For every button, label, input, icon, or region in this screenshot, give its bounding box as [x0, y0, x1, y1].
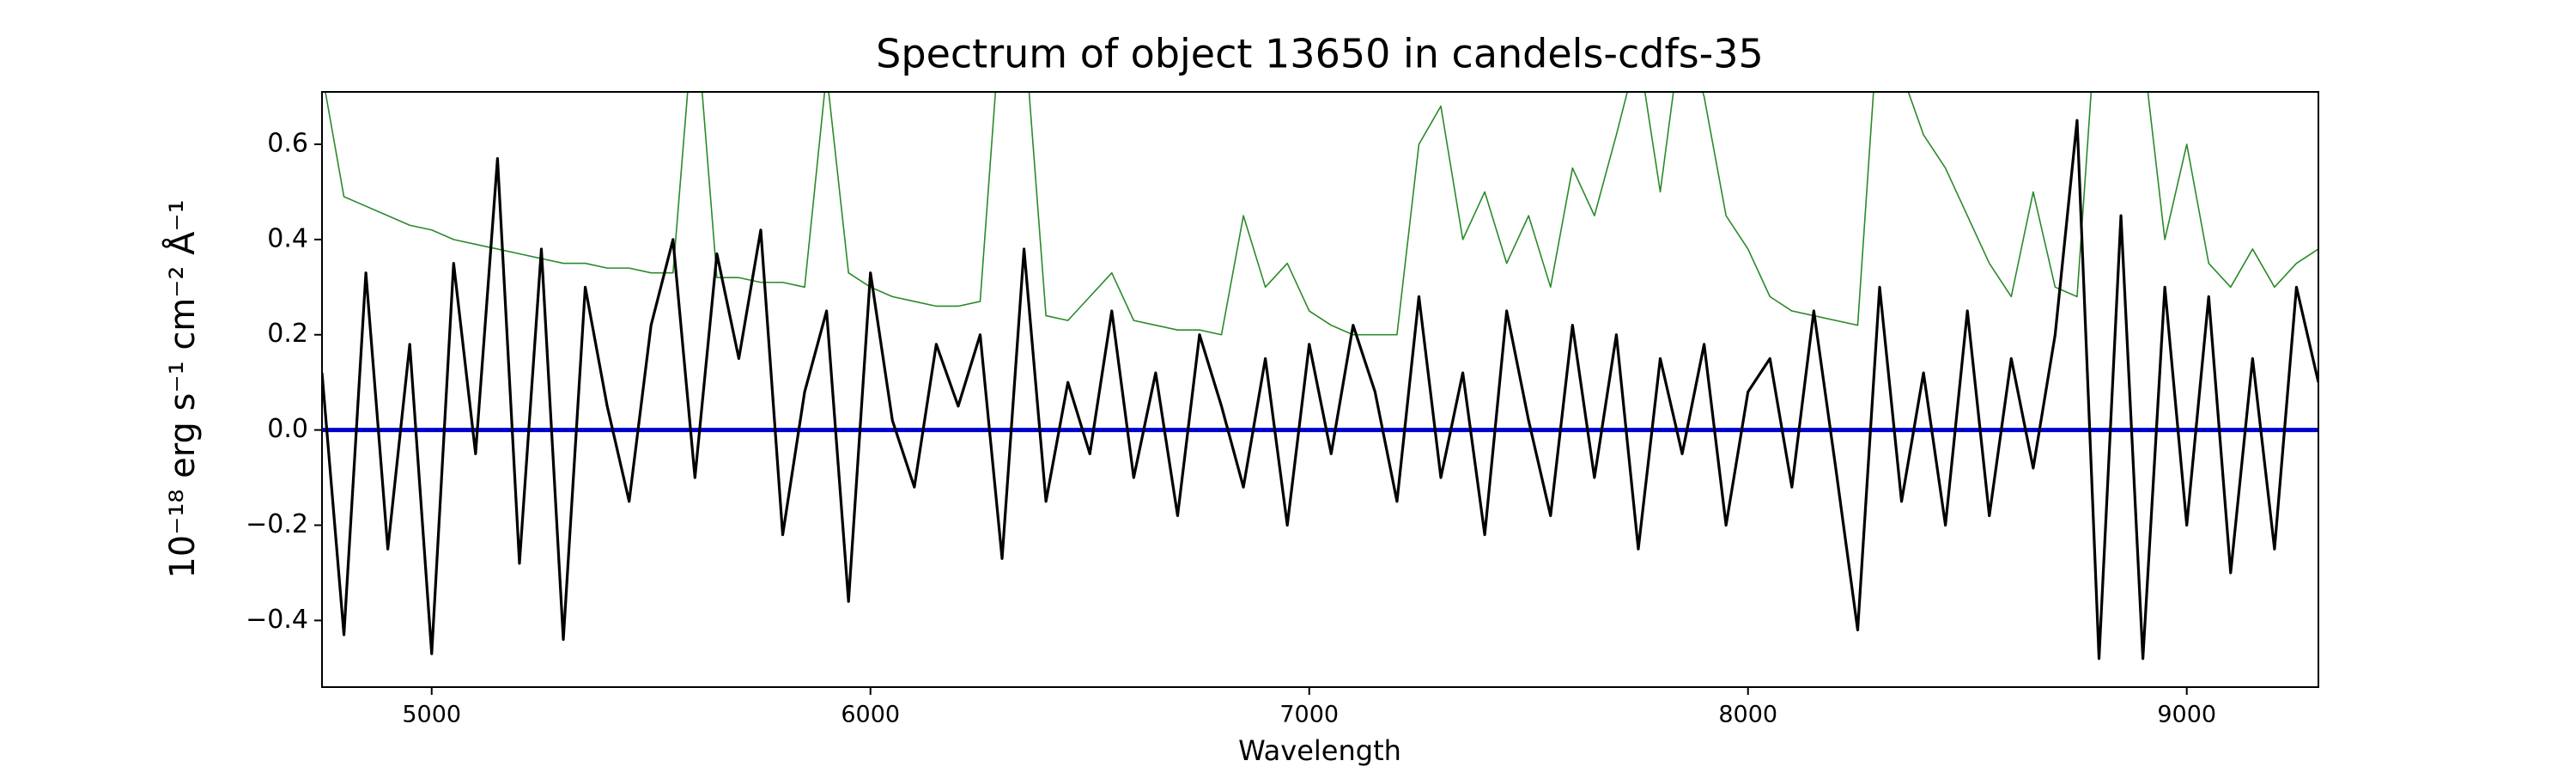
chart-title: Spectrum of object 13650 in candels-cdfs…: [876, 31, 1764, 77]
y-axis-label: 10⁻¹⁸ erg s⁻¹ cm⁻² Å⁻¹: [161, 199, 203, 578]
y-tick-label: −0.4: [246, 605, 308, 635]
x-tick-label: 6000: [841, 702, 900, 728]
x-axis-label: Wavelength: [1238, 734, 1401, 767]
y-tick-label: 0.6: [267, 128, 308, 158]
y-tick-label: 0.4: [267, 223, 308, 253]
x-tick-label: 5000: [402, 702, 461, 728]
y-tick-label: −0.2: [246, 509, 308, 539]
x-tick-label: 8000: [1718, 702, 1777, 728]
spectrum-line: [322, 119, 2318, 660]
y-tick-label: 0.2: [267, 319, 308, 349]
x-tick-label: 7000: [1279, 702, 1339, 728]
plot-area: [322, 92, 2318, 660]
x-tick-label: 9000: [2157, 702, 2216, 728]
spectrum-line: [325, 92, 2318, 336]
y-tick-label: 0.0: [267, 414, 308, 444]
axes-frame: [321, 91, 2319, 688]
